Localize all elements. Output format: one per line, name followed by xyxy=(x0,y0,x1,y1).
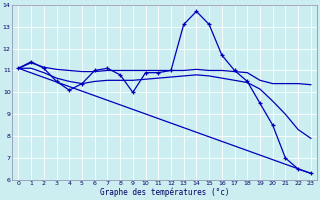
X-axis label: Graphe des températures (°c): Graphe des températures (°c) xyxy=(100,188,229,197)
